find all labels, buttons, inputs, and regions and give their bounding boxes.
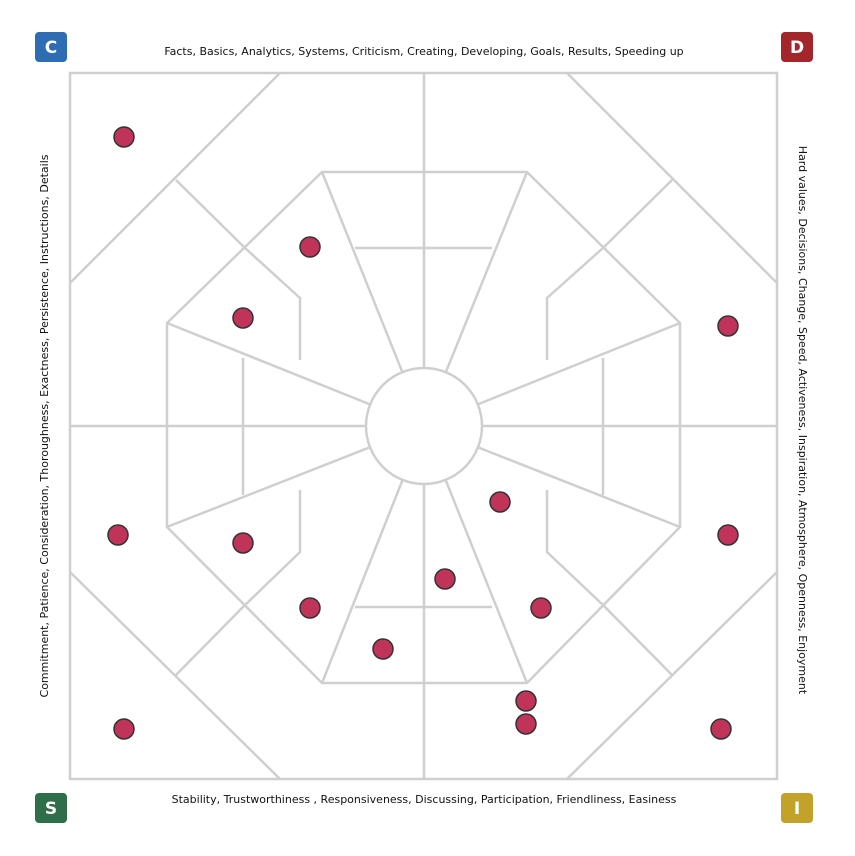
corner-line xyxy=(175,179,246,249)
dot xyxy=(299,597,321,619)
edge-label: Hard values, Decisions, Change, Speed, A… xyxy=(796,146,809,695)
dot xyxy=(372,638,394,660)
dot xyxy=(232,532,254,554)
dot xyxy=(515,713,537,735)
ring xyxy=(545,247,604,360)
badge xyxy=(781,32,813,62)
badge xyxy=(781,793,813,823)
dot xyxy=(107,524,129,546)
ring xyxy=(244,247,302,360)
dot xyxy=(530,597,552,619)
edge-label: Stability, Trustworthiness , Responsiven… xyxy=(172,793,677,806)
corner-line xyxy=(175,604,246,676)
dot xyxy=(113,718,135,740)
dot xyxy=(717,524,739,546)
ring xyxy=(244,490,302,606)
dots xyxy=(107,126,739,740)
badge-letter: S xyxy=(45,799,57,819)
corner-line xyxy=(602,604,673,676)
dot xyxy=(299,236,321,258)
badge xyxy=(35,793,67,823)
dot xyxy=(515,690,537,712)
corner-line xyxy=(69,72,281,284)
dot xyxy=(232,307,254,329)
ring xyxy=(545,490,604,606)
badge-letter: I xyxy=(794,799,800,819)
corner-line xyxy=(566,571,778,780)
dot xyxy=(434,568,456,590)
corner-line xyxy=(566,72,778,284)
badge xyxy=(35,32,67,62)
dot xyxy=(489,491,511,513)
dot xyxy=(113,126,135,148)
badge-letter: C xyxy=(45,38,57,58)
badge-letter: D xyxy=(790,38,804,58)
edge-label: Commitment, Patience, Consideration, Tho… xyxy=(38,154,51,697)
corner-line xyxy=(69,571,281,780)
center-circle xyxy=(364,366,484,486)
grid xyxy=(68,71,779,781)
edge-label: Facts, Basics, Analytics, Systems, Criti… xyxy=(164,45,683,58)
dot xyxy=(710,718,732,740)
corner-line xyxy=(602,179,673,249)
dot xyxy=(717,315,739,337)
